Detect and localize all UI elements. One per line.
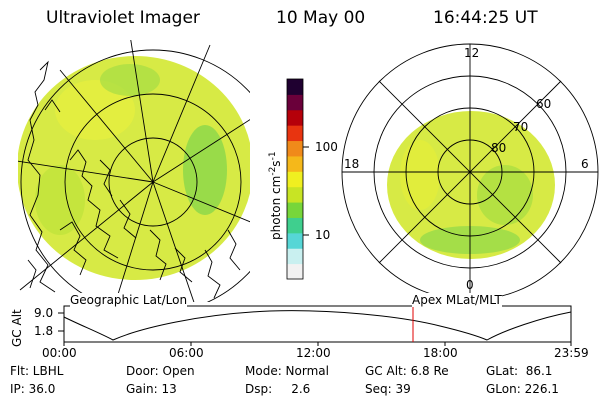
aurora-patch [183,125,227,215]
status-gain: Gain: 13 [126,382,177,396]
colorbar-cell [287,155,303,172]
altitude-ytick-high: 9.0 [34,306,54,320]
colorbar-unit-label: photon cm-2s-1 [268,151,283,240]
aurora-patch [100,64,160,96]
status-glat: GLat: 86.1 [486,364,553,378]
mlt-label-6: 6 [581,157,589,171]
aurora-patch [477,165,533,225]
geographic-projection-label: Geographic Lat/Lon [70,293,188,307]
mlt-label-0: 0 [466,278,474,292]
status-seq: Seq: 39 [365,382,411,396]
status-door: Door: Open [126,364,195,378]
colorbar-cell [287,186,303,203]
colorbar-cell [287,79,303,95]
instrument-title: Ultraviolet Imager [46,8,200,28]
lat-lon-grid [18,40,250,302]
xtick-0600: 06:00 [169,346,204,360]
apex-projection-label: Apex MLat/MLT [412,293,502,307]
date-label: 10 May 00 [276,8,366,28]
colorbar [286,78,309,280]
mlt-label-12: 12 [464,46,480,60]
aurora-bright-patch [55,80,135,140]
xtick-2359: 23:59 [554,346,589,360]
time-label: 16:44:25 UT [433,8,538,28]
mlat-label-70: 70 [513,120,529,134]
status-gc-alt: GC Alt: 6.8 Re [365,364,449,378]
status-glon: GLon: 226.1 [486,382,559,396]
mlt-label-18: 18 [344,157,360,171]
status-flt: Flt: LBHL [10,364,64,378]
colorbar-cell [287,94,303,111]
aurora-bright-patch [400,140,440,210]
colorbar-cell [287,109,303,126]
colorbar-cell [287,125,303,142]
status-ip: IP: 36.0 [10,382,56,396]
mlt-diagonal-line [378,80,562,264]
altitude-ylabel: GC Alt [10,309,24,347]
colorbar-cell [287,202,303,218]
altitude-plot [58,305,572,346]
xtick-1800: 18:00 [423,346,458,360]
colorbar-cell [287,217,303,234]
colorbar-cell [287,263,303,280]
colorbar-cell [287,248,303,265]
altitude-curve [63,310,572,341]
mlat-label-80: 80 [491,141,507,155]
mlat-label-60: 60 [536,97,552,111]
altitude-ytick-low: 1.8 [34,324,54,338]
geographic-map [18,40,250,302]
colorbar-cell [287,140,303,157]
colorbar-cell [287,232,303,249]
xtick-1200: 12:00 [296,346,331,360]
colorbar-label-10: 10 [315,228,331,242]
colorbar-frame [286,78,304,280]
colorbar-label-100: 100 [315,140,338,154]
aurora-patch [35,165,85,235]
xtick-0000: 00:00 [42,346,77,360]
apex-map [341,43,599,301]
status-mode: Mode: Normal [245,364,329,378]
colorbar-cell [287,171,303,188]
status-dsp: Dsp: 2.6 [245,382,311,396]
